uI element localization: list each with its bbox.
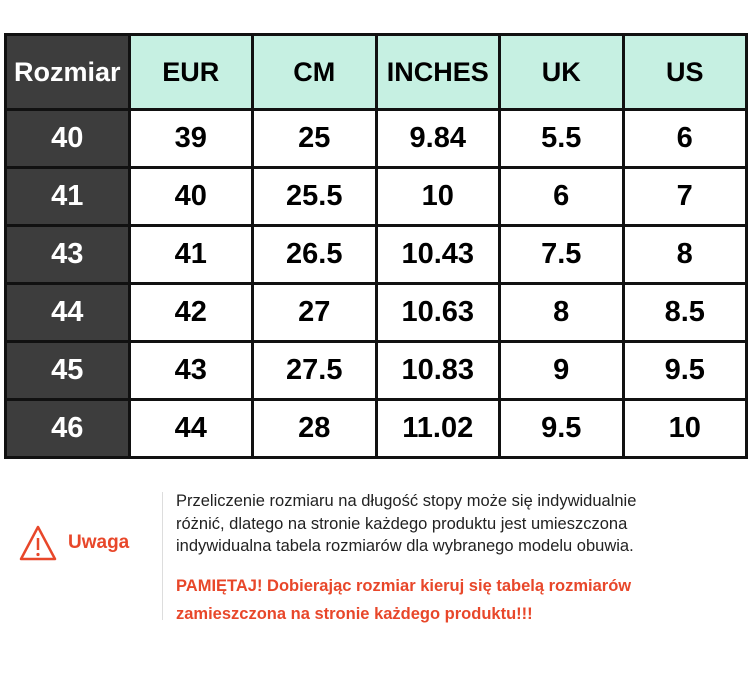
column-header-us: US [621, 33, 748, 111]
table-cell: 28 [251, 398, 378, 459]
table-cell: 25.5 [251, 166, 378, 227]
table-cell: 10.83 [374, 340, 501, 401]
table-cell: 10.43 [374, 224, 501, 285]
table-cell: 6 [621, 108, 748, 169]
table-cell: 44 [127, 398, 254, 459]
note-line: Przeliczenie rozmiaru na długość stopy m… [176, 492, 637, 510]
table-cell: 10 [374, 166, 501, 227]
remember-line: PAMIĘTAJ! Dobierając rozmiar kieruj się … [176, 577, 632, 595]
table-row: 45 43 27.5 10.83 9 9.5 [4, 340, 748, 401]
remember-line: zamieszczona na stronie każdego produktu… [176, 605, 533, 623]
warning-label: Uwaga [68, 532, 130, 553]
table-cell: 10 [621, 398, 748, 459]
table-cell: 39 [127, 108, 254, 169]
table-cell: 27 [251, 282, 378, 343]
column-header-eur: EUR [127, 33, 254, 111]
warning-block: Uwaga [18, 524, 129, 562]
table-cell: 27.5 [251, 340, 378, 401]
warning-note: Przeliczenie rozmiaru na długość stopy m… [176, 490, 746, 558]
table-cell: 41 [127, 224, 254, 285]
size-cell: 41 [4, 166, 131, 227]
table-cell: 8.5 [621, 282, 748, 343]
size-chart-table: Rozmiar EUR CM INCHES UK US 40 39 25 9.84 5.5 6 41 4… [4, 33, 748, 459]
table-cell: 5.5 [498, 108, 625, 169]
table-cell: 9.5 [498, 398, 625, 459]
table-row: 46 44 28 11.02 9.5 10 [4, 398, 748, 459]
header-row: Rozmiar EUR CM INCHES UK US [4, 33, 748, 111]
table-cell: 7.5 [498, 224, 625, 285]
table-row: 43 41 26.5 10.43 7.5 8 [4, 224, 748, 285]
note-line: indywidualna tabela rozmiarów dla wybran… [176, 537, 634, 555]
size-cell: 46 [4, 398, 131, 459]
table-row: 40 39 25 9.84 5.5 6 [4, 108, 748, 169]
table-cell: 42 [127, 282, 254, 343]
table-cell: 9 [498, 340, 625, 401]
table-cell: 25 [251, 108, 378, 169]
column-header-cm: CM [251, 33, 378, 111]
column-header-inches: INCHES [374, 33, 501, 111]
table-cell: 43 [127, 340, 254, 401]
note-line: różnić, dlatego na stronie każdego produ… [176, 514, 628, 533]
table-cell: 9.5 [621, 340, 748, 401]
table-cell: 26.5 [251, 224, 378, 285]
remember-note: PAMIĘTAJ! Dobierając rozmiar kieruj się … [176, 572, 746, 628]
table-cell: 7 [621, 166, 748, 227]
size-cell: 45 [4, 340, 131, 401]
table-cell: 8 [498, 282, 625, 343]
table-cell: 8 [621, 224, 748, 285]
table-cell: 40 [127, 166, 254, 227]
table-cell: 11.02 [374, 398, 501, 459]
divider [162, 492, 163, 620]
size-cell: 44 [4, 282, 131, 343]
size-cell: 40 [4, 108, 131, 169]
table-row: 41 40 25.5 10 6 7 [4, 166, 748, 227]
column-header-uk: UK [498, 33, 625, 111]
table-cell: 10.63 [374, 282, 501, 343]
size-cell: 43 [4, 224, 131, 285]
column-header-rozmiar: Rozmiar [4, 33, 131, 111]
table-cell: 6 [498, 166, 625, 227]
warning-triangle-icon [19, 525, 57, 561]
table-row: 44 42 27 10.63 8 8.5 [4, 282, 748, 343]
table-cell: 9.84 [374, 108, 501, 169]
